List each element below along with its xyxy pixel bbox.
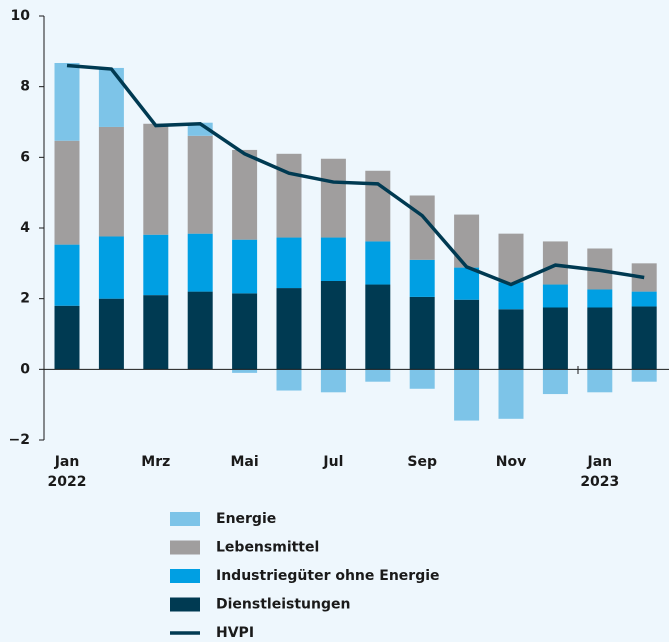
legend-swatch [170,597,200,612]
bar-segment [143,234,169,296]
bar-segment [454,214,480,268]
bar-segment [320,369,346,393]
bar-segment [542,307,568,370]
legend-label: Lebensmittel [216,540,319,556]
bar-segment [54,140,80,245]
bar-segment [498,369,524,419]
x-tick-label: Sep [407,454,437,470]
x-tick-label: Mai [230,454,259,470]
bar-segment [276,153,302,238]
legend-label: Energie [216,511,276,527]
line-series [66,63,645,287]
bar-segment [587,307,613,370]
x-tick-label: Jan 2022 [47,454,87,490]
bar-segment [276,369,302,391]
bar-segment [232,293,258,370]
x-tick-label: Jul [323,454,344,470]
x-tick-label: Jan 2023 [580,454,620,490]
bar-segment [232,369,258,373]
bar-segment [631,369,657,382]
bar-segment [542,284,568,308]
y-tick-label: 10 [11,8,31,24]
bar-segment [542,241,568,285]
bar-segment [98,298,124,370]
bar-segment [498,233,524,283]
bar-segment [187,291,213,370]
bar-segment [187,135,213,234]
legend-label: Dienstleistungen [216,597,350,613]
bar-segment [98,67,124,127]
x-tick-label: Mrz [141,454,171,470]
bar-segment [454,267,480,300]
bar-segment [454,369,480,421]
bar-segment [143,295,169,370]
bar-segment [631,306,657,370]
bar-segment [409,259,435,297]
bar-segment [409,296,435,370]
bar-segment [143,123,169,235]
legend-swatch [170,512,200,526]
bar-segment [320,158,346,238]
bar-segment [276,288,302,370]
legend-label: Industriegüter ohne Energie [216,568,440,584]
bar-segment [232,239,258,294]
bar-segment [320,281,346,370]
legend-label: HVPI [216,625,254,641]
y-tick-label: 4 [20,220,30,236]
bar-segment [365,241,391,285]
bar-segment [365,284,391,370]
bar-segment [542,369,568,395]
bar-segment [365,369,391,382]
legend-swatch [170,569,200,583]
bar-segment [320,237,346,281]
y-tick-label: 0 [20,361,30,377]
bar-segment [276,237,302,289]
y-tick-label: −2 [9,432,30,448]
bar-segment [498,282,524,310]
x-tick-label: Nov [495,454,527,470]
bar-segment [54,244,80,306]
bar-segment [631,291,657,307]
legend-swatch [170,540,200,555]
bar-segment [498,309,524,370]
bar-segment [365,170,391,242]
y-tick-label: 2 [20,291,30,307]
bar-segment [587,369,613,393]
bar-segment [98,236,124,299]
bar-segment [54,305,80,370]
bar-segment [409,369,435,389]
bar-segment [187,233,213,292]
y-tick-label: 8 [20,79,30,95]
bar-segment [98,126,124,237]
bar-segment [232,149,258,240]
bar-segment [54,62,80,141]
y-tick-label: 6 [20,149,30,165]
bar-segment [454,299,480,370]
bar-segment [587,289,613,308]
